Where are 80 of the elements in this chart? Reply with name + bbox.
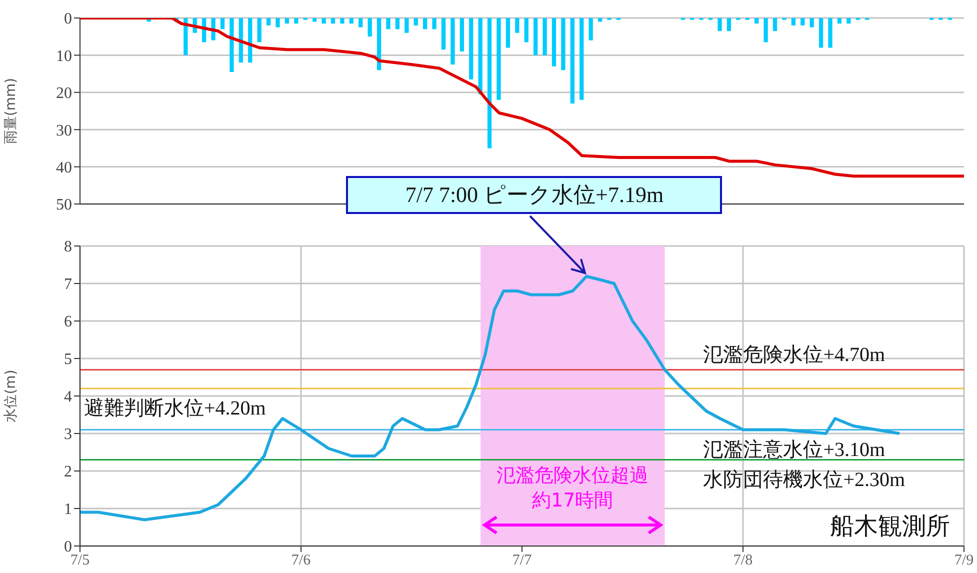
- y-tick-label: 20: [56, 85, 72, 102]
- bar: [552, 18, 556, 66]
- bar: [818, 18, 824, 48]
- bar: [791, 18, 796, 26]
- y-tick-label: 40: [56, 159, 72, 176]
- bar: [598, 18, 602, 22]
- y-tick-label: 3: [64, 426, 72, 444]
- bar: [404, 18, 409, 33]
- bar: [588, 18, 593, 40]
- bar: [506, 18, 510, 48]
- bar: [828, 18, 832, 48]
- y-tick-label: 30: [56, 122, 72, 140]
- y-tick-label: 4: [64, 388, 72, 406]
- bar: [220, 18, 225, 30]
- annotation: 船木観測所: [830, 511, 950, 542]
- bar: [322, 18, 326, 24]
- ref-line-label: 水防団待機水位+2.30m: [703, 468, 906, 491]
- ref-line-label: 避難判断水位+4.20m: [84, 398, 266, 420]
- y-axis-title: 雨量(mm): [2, 78, 19, 144]
- bar: [542, 18, 547, 56]
- y-tick-label: 50: [56, 196, 72, 214]
- bar: [534, 18, 538, 56]
- y-tick-label: 8: [64, 238, 72, 256]
- bar: [570, 18, 574, 104]
- y-tick-label: 2: [64, 464, 72, 481]
- bar: [386, 18, 390, 30]
- bar: [561, 18, 566, 70]
- y-tick-label: 5: [64, 351, 72, 368]
- bar: [266, 18, 271, 26]
- bar: [524, 18, 528, 42]
- y-tick-label: 6: [64, 314, 72, 331]
- bar: [294, 18, 298, 24]
- bar: [580, 18, 584, 100]
- y-tick-label: 10: [56, 48, 72, 65]
- bar: [423, 18, 428, 30]
- bar: [414, 18, 418, 26]
- bar: [257, 18, 262, 42]
- bar: [837, 18, 842, 24]
- bar: [487, 18, 492, 148]
- y-tick-label: 0: [64, 538, 72, 556]
- bar: [340, 18, 344, 24]
- x-tick-label: 7/6: [291, 552, 312, 569]
- bar: [349, 18, 354, 24]
- bar: [358, 18, 363, 28]
- annotation: 7/7 7:00 ピーク水位+7.19m: [346, 176, 722, 214]
- bar: [330, 18, 336, 24]
- bar: [450, 18, 455, 64]
- bar: [726, 18, 732, 32]
- bar: [312, 18, 317, 22]
- ref-line-label: 氾濫注意水位+3.10m: [703, 438, 886, 461]
- bar: [810, 18, 814, 28]
- y-axis-title: 水位(m): [2, 370, 19, 422]
- y-tick-label: 7: [64, 276, 72, 294]
- bar: [718, 18, 722, 32]
- x-tick-label: 7/8: [733, 552, 753, 569]
- bar: [460, 18, 464, 52]
- bar: [276, 18, 280, 28]
- x-tick-label: 7/5: [70, 552, 90, 569]
- bar: [230, 18, 234, 72]
- bar: [800, 18, 805, 26]
- ref-line-label: 氾濫危険水位+4.70m: [703, 344, 886, 366]
- bar: [772, 18, 778, 32]
- bar: [515, 18, 520, 33]
- bar: [376, 18, 382, 70]
- bar: [764, 18, 768, 42]
- bar: [432, 18, 436, 30]
- y-tick-label: 1: [64, 501, 72, 518]
- bar: [441, 18, 446, 50]
- x-tick-label: 7/7: [512, 552, 532, 569]
- y-tick-label: 0: [64, 10, 72, 28]
- x-tick-label: 7/9: [954, 552, 974, 569]
- bar: [284, 18, 290, 24]
- bar: [846, 18, 851, 24]
- bar: [754, 18, 759, 24]
- bar: [496, 18, 501, 100]
- bar: [478, 18, 482, 94]
- bar: [368, 18, 372, 37]
- band-label: 氾濫危険水位超過約17時間: [496, 464, 649, 512]
- bar: [469, 18, 474, 80]
- bar: [395, 18, 400, 30]
